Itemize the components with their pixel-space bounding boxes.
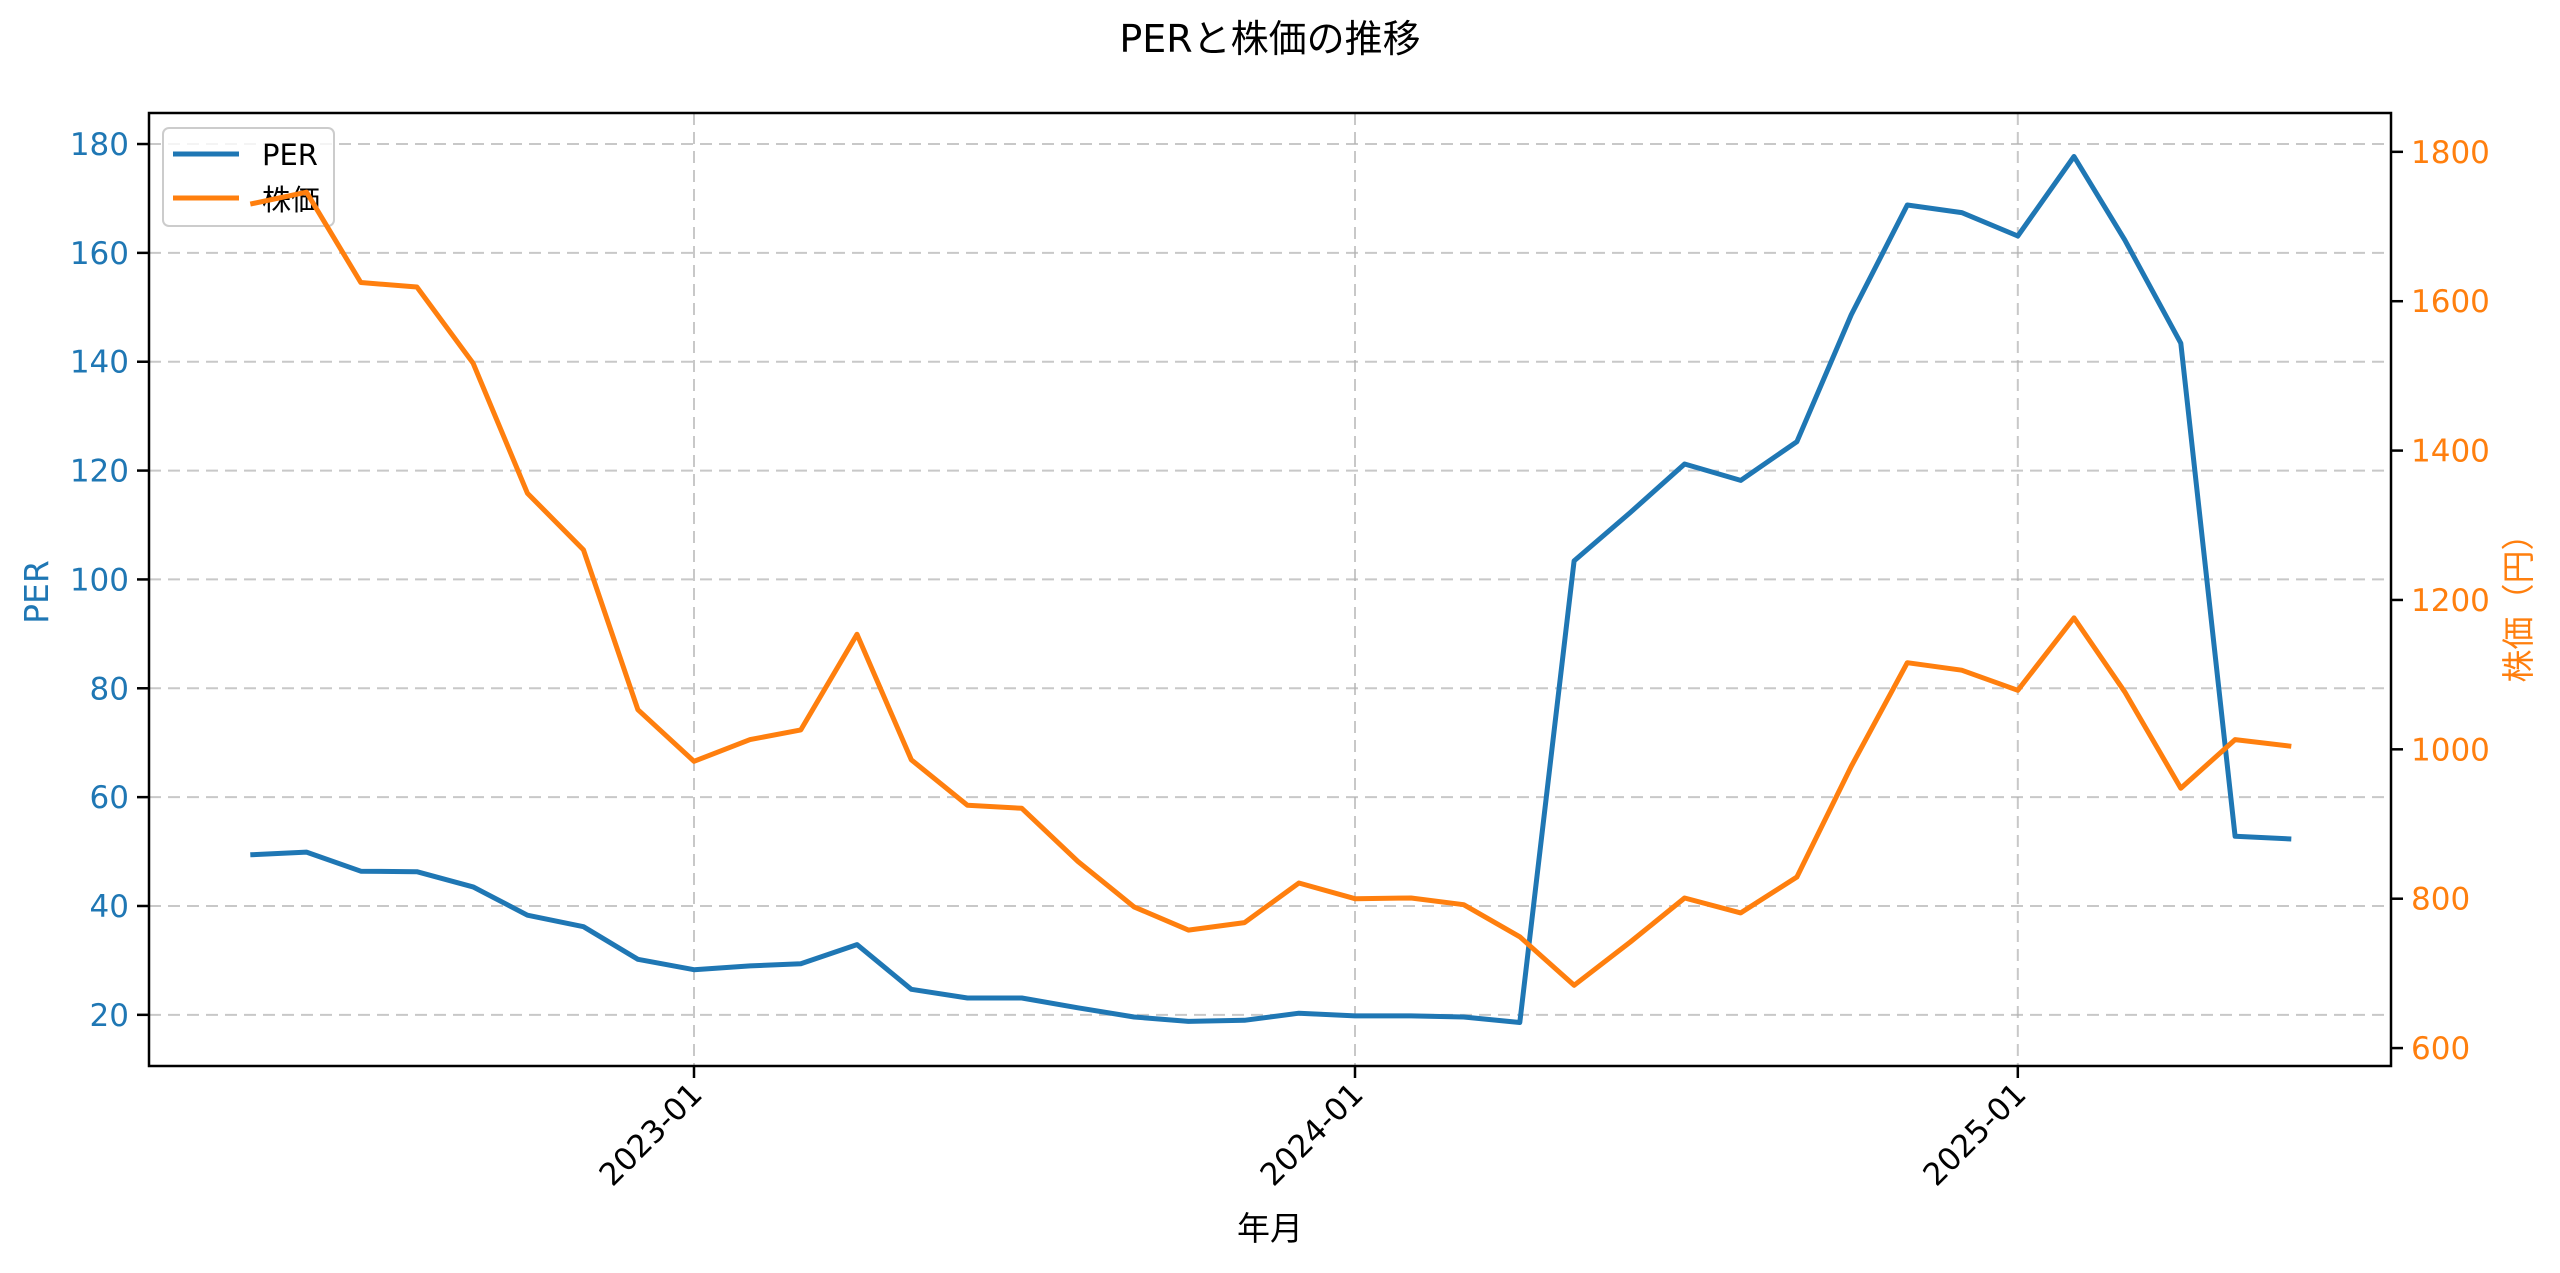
right-tick-label: 1400 [2411,434,2490,470]
right-y-axis: 600 800 1000 1200 1400 1600 1800 [2391,135,2490,1067]
right-tick-label: 800 [2411,882,2470,918]
legend-per-label: PER [262,138,318,172]
plot-frame [147,111,2393,1068]
left-tick-label: 180 [70,127,129,163]
price-line [249,189,2292,988]
grid [149,113,2391,1066]
right-tick-label: 1600 [2411,284,2490,320]
left-tick-label: 100 [70,562,129,598]
left-axis-label: PER [17,560,56,624]
left-tick-label: 160 [70,236,129,272]
left-y-axis: 20 40 60 80 100 120 140 160 180 [70,127,149,1034]
left-tick-label: 40 [90,889,129,925]
right-tick-label: 1800 [2411,135,2490,171]
left-tick-label: 140 [70,345,129,381]
x-axis-label: 年月 [1237,1209,1303,1248]
right-tick-label: 600 [2411,1031,2470,1067]
x-tick-label: 2024-01 [1254,1076,1371,1193]
legend: PER 株価 [162,127,335,227]
x-tick-label: 2025-01 [1916,1076,2033,1193]
left-tick-label: 120 [70,454,129,490]
left-tick-label: 60 [90,780,129,816]
left-tick-label: 80 [90,671,129,707]
series [249,154,2292,1025]
x-axis: 2023-01 2024-01 2025-01 [593,1066,2033,1193]
left-tick-label: 20 [90,998,129,1034]
x-tick-label: 2023-01 [593,1076,710,1193]
right-tick-label: 1000 [2411,732,2490,768]
right-axis-label: 株価（円） [2499,518,2538,683]
chart-title: PERと株価の推移 [1119,17,1420,61]
right-tick-label: 1200 [2411,583,2490,619]
per-line [250,154,2292,1025]
